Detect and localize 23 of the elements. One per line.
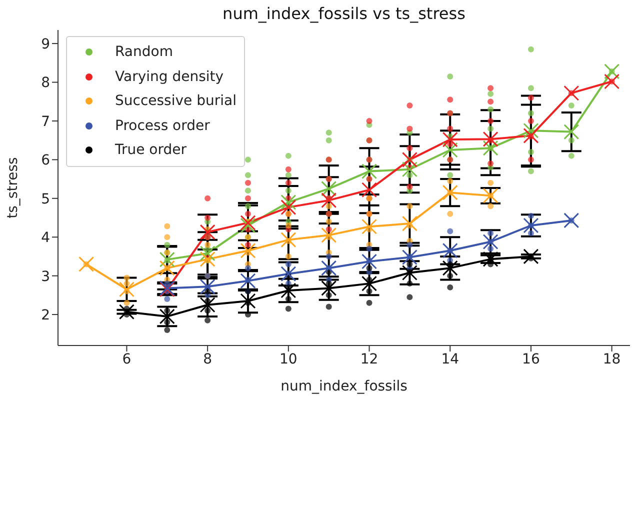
y-tick-label: 5 — [41, 191, 50, 208]
legend-label: Varying density — [115, 68, 224, 85]
x-tick-label: 8 — [203, 351, 212, 368]
y-axis-title: ts_stress — [4, 157, 21, 218]
x-tick-label: 6 — [122, 351, 132, 368]
legend-label: Process order — [115, 118, 210, 134]
y-tick-label: 2 — [41, 308, 50, 324]
x-tick-label: 10 — [280, 351, 298, 368]
legend-label: True order — [115, 142, 187, 158]
y-tick-label: 9 — [41, 36, 50, 53]
y-tick-label: 8 — [41, 75, 50, 92]
x-tick-label: 16 — [522, 351, 540, 368]
y-tick-label: 4 — [41, 230, 50, 246]
y-tick-label: 7 — [41, 114, 50, 130]
x-axis-title: num_index_fossils — [280, 378, 408, 394]
y-tick-label: 6 — [41, 152, 50, 169]
x-tick-label: 18 — [602, 351, 621, 368]
legend-label: Successive burial — [115, 93, 236, 110]
chart-title: num_index_fossils vs ts_stress — [222, 4, 466, 23]
legend-label: Random — [115, 44, 173, 60]
x-tick-label: 14 — [441, 351, 460, 368]
x-tick-label: 12 — [360, 351, 378, 368]
y-tick-label: 3 — [41, 268, 50, 285]
